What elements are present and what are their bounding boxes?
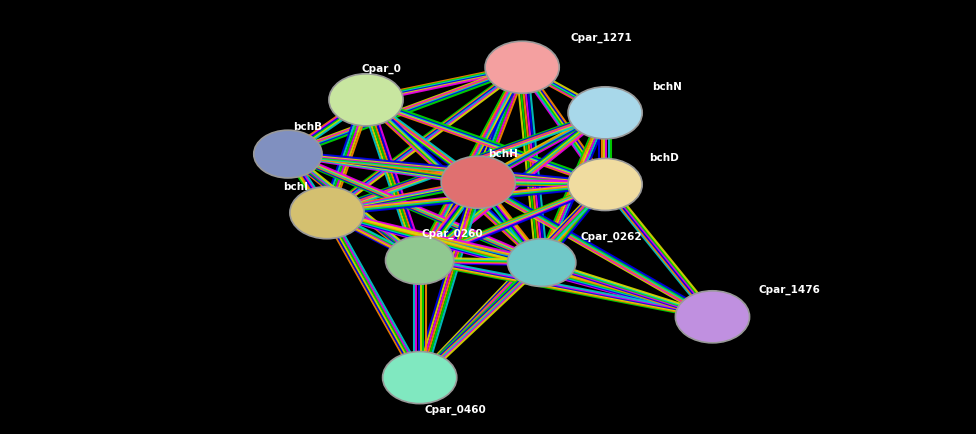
Text: Cpar_0262: Cpar_0262 <box>581 231 642 242</box>
Text: bchN: bchN <box>652 82 682 92</box>
Ellipse shape <box>568 87 642 139</box>
Text: Cpar_1271: Cpar_1271 <box>571 33 632 43</box>
Text: Cpar_0260: Cpar_0260 <box>422 228 483 239</box>
Ellipse shape <box>254 130 322 178</box>
Text: Cpar_1476: Cpar_1476 <box>758 285 820 295</box>
Ellipse shape <box>508 239 576 286</box>
Ellipse shape <box>485 41 559 93</box>
Ellipse shape <box>386 237 454 284</box>
Text: bchH: bchH <box>488 149 518 159</box>
Text: Cpar_0460: Cpar_0460 <box>425 405 486 415</box>
Ellipse shape <box>675 291 750 343</box>
Ellipse shape <box>568 158 642 210</box>
Ellipse shape <box>290 187 364 239</box>
Text: Cpar_0: Cpar_0 <box>361 63 401 74</box>
Text: bchI: bchI <box>283 181 308 192</box>
Ellipse shape <box>329 74 403 126</box>
Ellipse shape <box>383 352 457 404</box>
Ellipse shape <box>441 156 515 208</box>
Text: bchB: bchB <box>293 122 322 132</box>
Text: bchD: bchD <box>649 153 678 164</box>
